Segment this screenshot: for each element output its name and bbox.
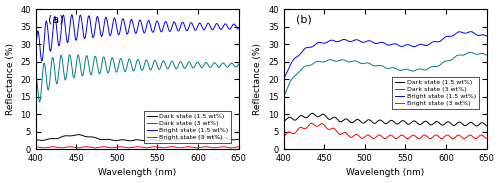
Dark state (3 wt%) [280, 136, 286, 138]
Bright state (1.5 wt%) [416, 44, 422, 46]
Dark state (1.5 wt%) [317, 115, 323, 117]
Bright state (1.5 wt%) [125, 31, 131, 34]
Dark state (1.5 wt%) [125, 139, 131, 142]
Bright state (3 wt%) [316, 60, 322, 63]
Dark state (1.5 wt%) [474, 125, 480, 127]
Dark state (1.5 wt%) [310, 112, 316, 114]
Bright state (3 wt%) [372, 65, 378, 67]
Bright state (3 wt%) [69, 69, 75, 71]
X-axis label: Wavelength (nm): Wavelength (nm) [346, 168, 424, 178]
Bright state (3 wt%) [467, 51, 473, 53]
Bright state (3 wt%) [236, 63, 242, 66]
Dark state (3 wt%) [169, 146, 175, 148]
Dark state (1.5 wt%) [400, 120, 406, 122]
Bright state (3 wt%) [169, 60, 175, 62]
Dark state (3 wt%) [160, 147, 166, 149]
Bright state (1.5 wt%) [280, 78, 286, 80]
Dark state (3 wt%) [400, 135, 406, 137]
Line: Dark state (1.5 wt%): Dark state (1.5 wt%) [36, 135, 238, 141]
Dark state (1.5 wt%) [32, 139, 38, 141]
Dark state (1.5 wt%) [434, 120, 440, 123]
Y-axis label: Reflectance (%): Reflectance (%) [254, 43, 262, 115]
Bright state (1.5 wt%) [332, 40, 338, 43]
Dark state (1.5 wt%) [142, 140, 148, 142]
Bright state (1.5 wt%) [86, 15, 91, 17]
Line: Bright state (3 wt%): Bright state (3 wt%) [36, 55, 238, 102]
Line: Dark state (3 wt%): Dark state (3 wt%) [36, 147, 238, 148]
X-axis label: Wavelength (nm): Wavelength (nm) [98, 168, 176, 178]
Dark state (3 wt%) [125, 147, 131, 149]
Dark state (1.5 wt%) [484, 125, 490, 127]
Bright state (3 wt%) [67, 54, 73, 56]
Dark state (1.5 wt%) [280, 120, 286, 122]
Dark state (3 wt%) [186, 146, 192, 148]
Dark state (3 wt%) [152, 146, 158, 148]
Dark state (3 wt%) [85, 146, 91, 148]
Dark state (3 wt%) [69, 146, 75, 148]
Dark state (3 wt%) [372, 136, 378, 139]
Bright state (3 wt%) [153, 61, 159, 63]
Dark state (3 wt%) [416, 137, 422, 140]
Bright state (3 wt%) [32, 74, 38, 77]
Dark state (3 wt%) [333, 129, 339, 132]
Bright state (1.5 wt%) [400, 45, 406, 47]
Line: Dark state (1.5 wt%): Dark state (1.5 wt%) [284, 113, 486, 126]
Dark state (3 wt%) [317, 124, 323, 126]
Dark state (1.5 wt%) [333, 117, 339, 119]
Bright state (3 wt%) [36, 101, 43, 103]
Dark state (3 wt%) [66, 146, 72, 148]
Dark state (1.5 wt%) [186, 138, 192, 140]
Bright state (1.5 wt%) [236, 28, 242, 30]
Dark state (1.5 wt%) [68, 135, 74, 137]
Line: Bright state (1.5 wt%): Bright state (1.5 wt%) [284, 32, 486, 79]
Dark state (3 wt%) [236, 146, 242, 148]
Dark state (1.5 wt%) [85, 136, 91, 138]
Bright state (1.5 wt%) [468, 31, 474, 33]
Bright state (1.5 wt%) [186, 25, 192, 27]
Bright state (3 wt%) [416, 68, 422, 70]
Bright state (1.5 wt%) [169, 26, 175, 28]
Dark state (3 wt%) [434, 134, 440, 137]
Bright state (1.5 wt%) [484, 35, 490, 37]
Line: Dark state (3 wt%): Dark state (3 wt%) [284, 123, 486, 139]
Text: (a): (a) [48, 15, 64, 25]
Legend: Dark state (1.5 wt%), Dark state (3 wt%), Bright state (1.5 wt%), Bright state (: Dark state (1.5 wt%), Dark state (3 wt%)… [144, 111, 232, 143]
Bright state (3 wt%) [86, 62, 91, 64]
Bright state (3 wt%) [186, 61, 192, 63]
Line: Bright state (3 wt%): Bright state (3 wt%) [284, 52, 486, 97]
Bright state (3 wt%) [332, 60, 338, 62]
Dark state (1.5 wt%) [236, 138, 242, 140]
Dark state (1.5 wt%) [169, 139, 175, 141]
Bright state (1.5 wt%) [153, 22, 159, 24]
Bright state (3 wt%) [484, 54, 490, 56]
Bright state (3 wt%) [125, 60, 131, 62]
Bright state (1.5 wt%) [69, 14, 75, 16]
Dark state (3 wt%) [308, 122, 314, 124]
Y-axis label: Reflectance (%): Reflectance (%) [6, 43, 15, 115]
Dark state (1.5 wt%) [153, 139, 159, 141]
Bright state (1.5 wt%) [316, 41, 322, 44]
Bright state (1.5 wt%) [32, 53, 38, 56]
Dark state (3 wt%) [32, 146, 38, 148]
Legend: Dark state (1.5 wt%), Dark state (3 wt%), Bright state (1.5 wt%), Bright state (: Dark state (1.5 wt%), Dark state (3 wt%)… [392, 77, 480, 109]
Dark state (1.5 wt%) [416, 123, 422, 126]
Text: (b): (b) [296, 15, 312, 25]
Bright state (3 wt%) [434, 65, 440, 68]
Bright state (1.5 wt%) [38, 60, 44, 62]
Bright state (3 wt%) [400, 69, 406, 71]
Dark state (1.5 wt%) [76, 133, 82, 136]
Dark state (3 wt%) [428, 137, 434, 140]
Bright state (1.5 wt%) [434, 41, 440, 43]
Line: Bright state (1.5 wt%): Bright state (1.5 wt%) [36, 15, 238, 61]
Bright state (1.5 wt%) [372, 42, 378, 45]
Bright state (1.5 wt%) [69, 14, 75, 16]
Bright state (3 wt%) [280, 96, 286, 98]
Dark state (1.5 wt%) [372, 122, 378, 124]
Dark state (3 wt%) [484, 137, 490, 140]
